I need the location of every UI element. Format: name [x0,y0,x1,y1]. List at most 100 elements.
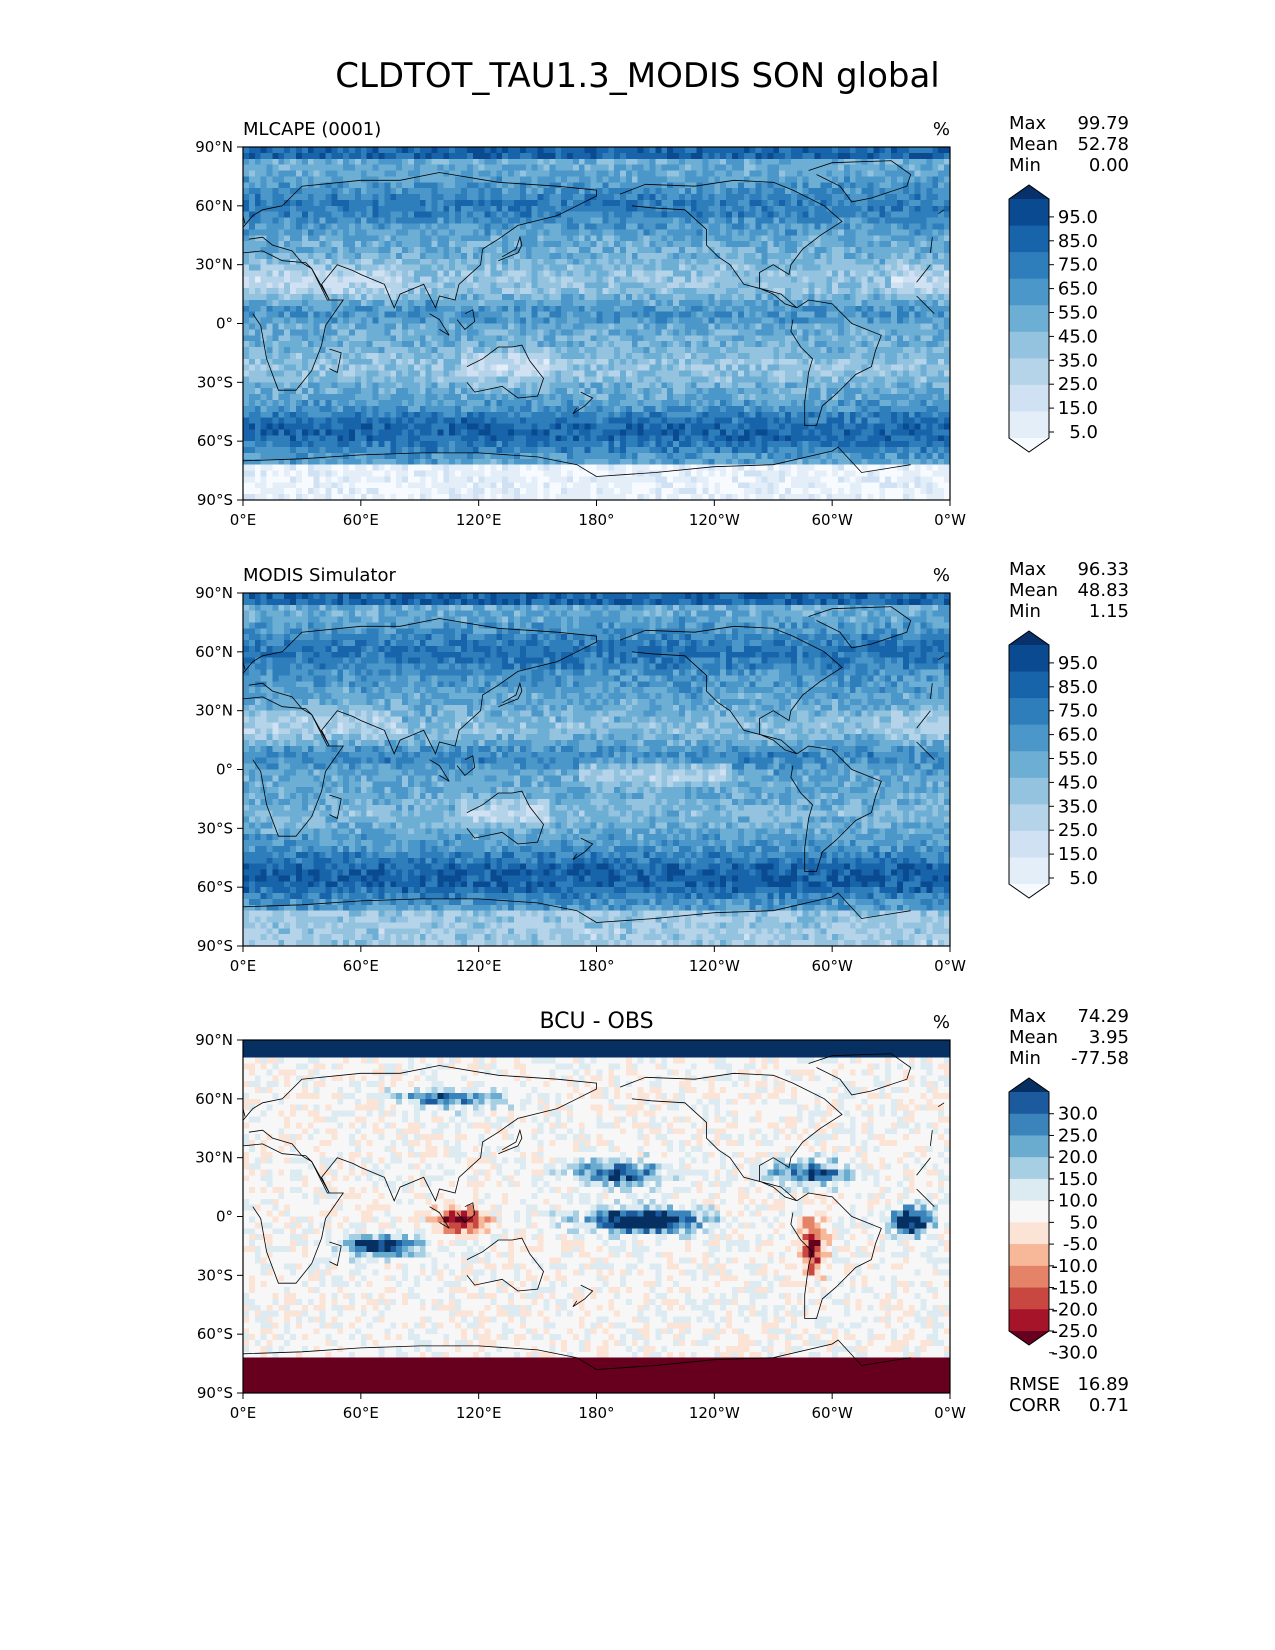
heatmap-cell [367,165,373,171]
heatmap-cell [744,147,750,153]
heatmap-cell [349,212,355,218]
heatmap-cell [921,194,927,200]
heatmap-cell [756,182,762,188]
heatmap-cell [543,188,549,194]
heatmap-cell [402,200,408,206]
heatmap-cell [585,176,591,182]
heatmap-cell [926,200,932,206]
heatmap-cell [915,176,921,182]
heatmap-cell [691,176,697,182]
heatmap-cell [767,218,773,224]
heatmap-cell [267,218,273,224]
heatmap-cell [773,171,779,177]
heatmap-cell [903,212,909,218]
heatmap-cell [597,200,603,206]
heatmap-cell [384,229,390,235]
heatmap-cell [490,153,496,159]
heatmap-cell [614,176,620,182]
heatmap-cell [331,159,337,165]
heatmap-cell [308,241,314,247]
heatmap-cell [597,171,603,177]
heatmap-cell [885,176,891,182]
heatmap-cell [349,206,355,212]
heatmap-cell [414,223,420,229]
heatmap-cell [767,235,773,241]
heatmap-cell [873,153,879,159]
heatmap-cell [561,229,567,235]
heatmap-cell [850,153,856,159]
heatmap-cell [773,212,779,218]
heatmap-cell [779,223,785,229]
heatmap-cell [891,218,897,224]
heatmap-cell [862,147,868,153]
heatmap-cell [938,171,944,177]
heatmap-cell [809,212,815,218]
heatmap-cell [650,218,656,224]
heatmap-cell [773,159,779,165]
heatmap-cell [314,200,320,206]
heatmap-cell [891,206,897,212]
heatmap-cell [891,171,897,177]
heatmap-cell [402,194,408,200]
heatmap-cell [337,165,343,171]
heatmap-cell [897,229,903,235]
heatmap-cell [267,235,273,241]
heatmap-cell [803,153,809,159]
heatmap-cell [838,212,844,218]
heatmap-cell [602,147,608,153]
heatmap-cell [314,223,320,229]
heatmap-cell [278,235,284,241]
heatmap-cell [467,206,473,212]
heatmap-cell [667,176,673,182]
heatmap-cell [897,176,903,182]
heatmap-cell [520,176,526,182]
heatmap-cell [408,218,414,224]
heatmap-cell [390,153,396,159]
heatmap-cell [591,176,597,182]
heatmap-cell [272,182,278,188]
heatmap-cell [420,200,426,206]
heatmap-cell [396,165,402,171]
heatmap-cell [673,165,679,171]
heatmap-cell [814,218,820,224]
heatmap-cell [320,212,326,218]
heatmap-cell [602,188,608,194]
heatmap-cell [573,235,579,241]
heatmap-cell [679,200,685,206]
heatmap-cell [384,241,390,247]
heatmap-cell [384,235,390,241]
heatmap-cell [803,182,809,188]
heatmap-cell [573,241,579,247]
heatmap-cell [249,171,255,177]
heatmap-cell [520,171,526,177]
heatmap-cell [650,159,656,165]
heatmap-cell [331,194,337,200]
heatmap-cell [249,218,255,224]
heatmap-cell [832,159,838,165]
heatmap-cell [420,153,426,159]
heatmap-cell [779,165,785,171]
heatmap-cell [496,212,502,218]
heatmap-cell [514,147,520,153]
heatmap-cell [443,218,449,224]
heatmap-cell [597,147,603,153]
heatmap-cell [926,182,932,188]
heatmap-cell [420,176,426,182]
heatmap-cell [302,176,308,182]
heatmap-cell [809,218,815,224]
heatmap-cell [632,147,638,153]
heatmap-cell [597,165,603,171]
heatmap-cell [349,223,355,229]
heatmap-cell [602,218,608,224]
heatmap-cell [626,218,632,224]
heatmap-cell [632,194,638,200]
heatmap-cell [826,229,832,235]
heatmap-cell [402,206,408,212]
heatmap-cell [703,212,709,218]
heatmap-cell [602,241,608,247]
heatmap-cell [502,153,508,159]
heatmap-cell [591,171,597,177]
heatmap-cell [585,218,591,224]
heatmap-cell [909,194,915,200]
heatmap-cell [272,200,278,206]
